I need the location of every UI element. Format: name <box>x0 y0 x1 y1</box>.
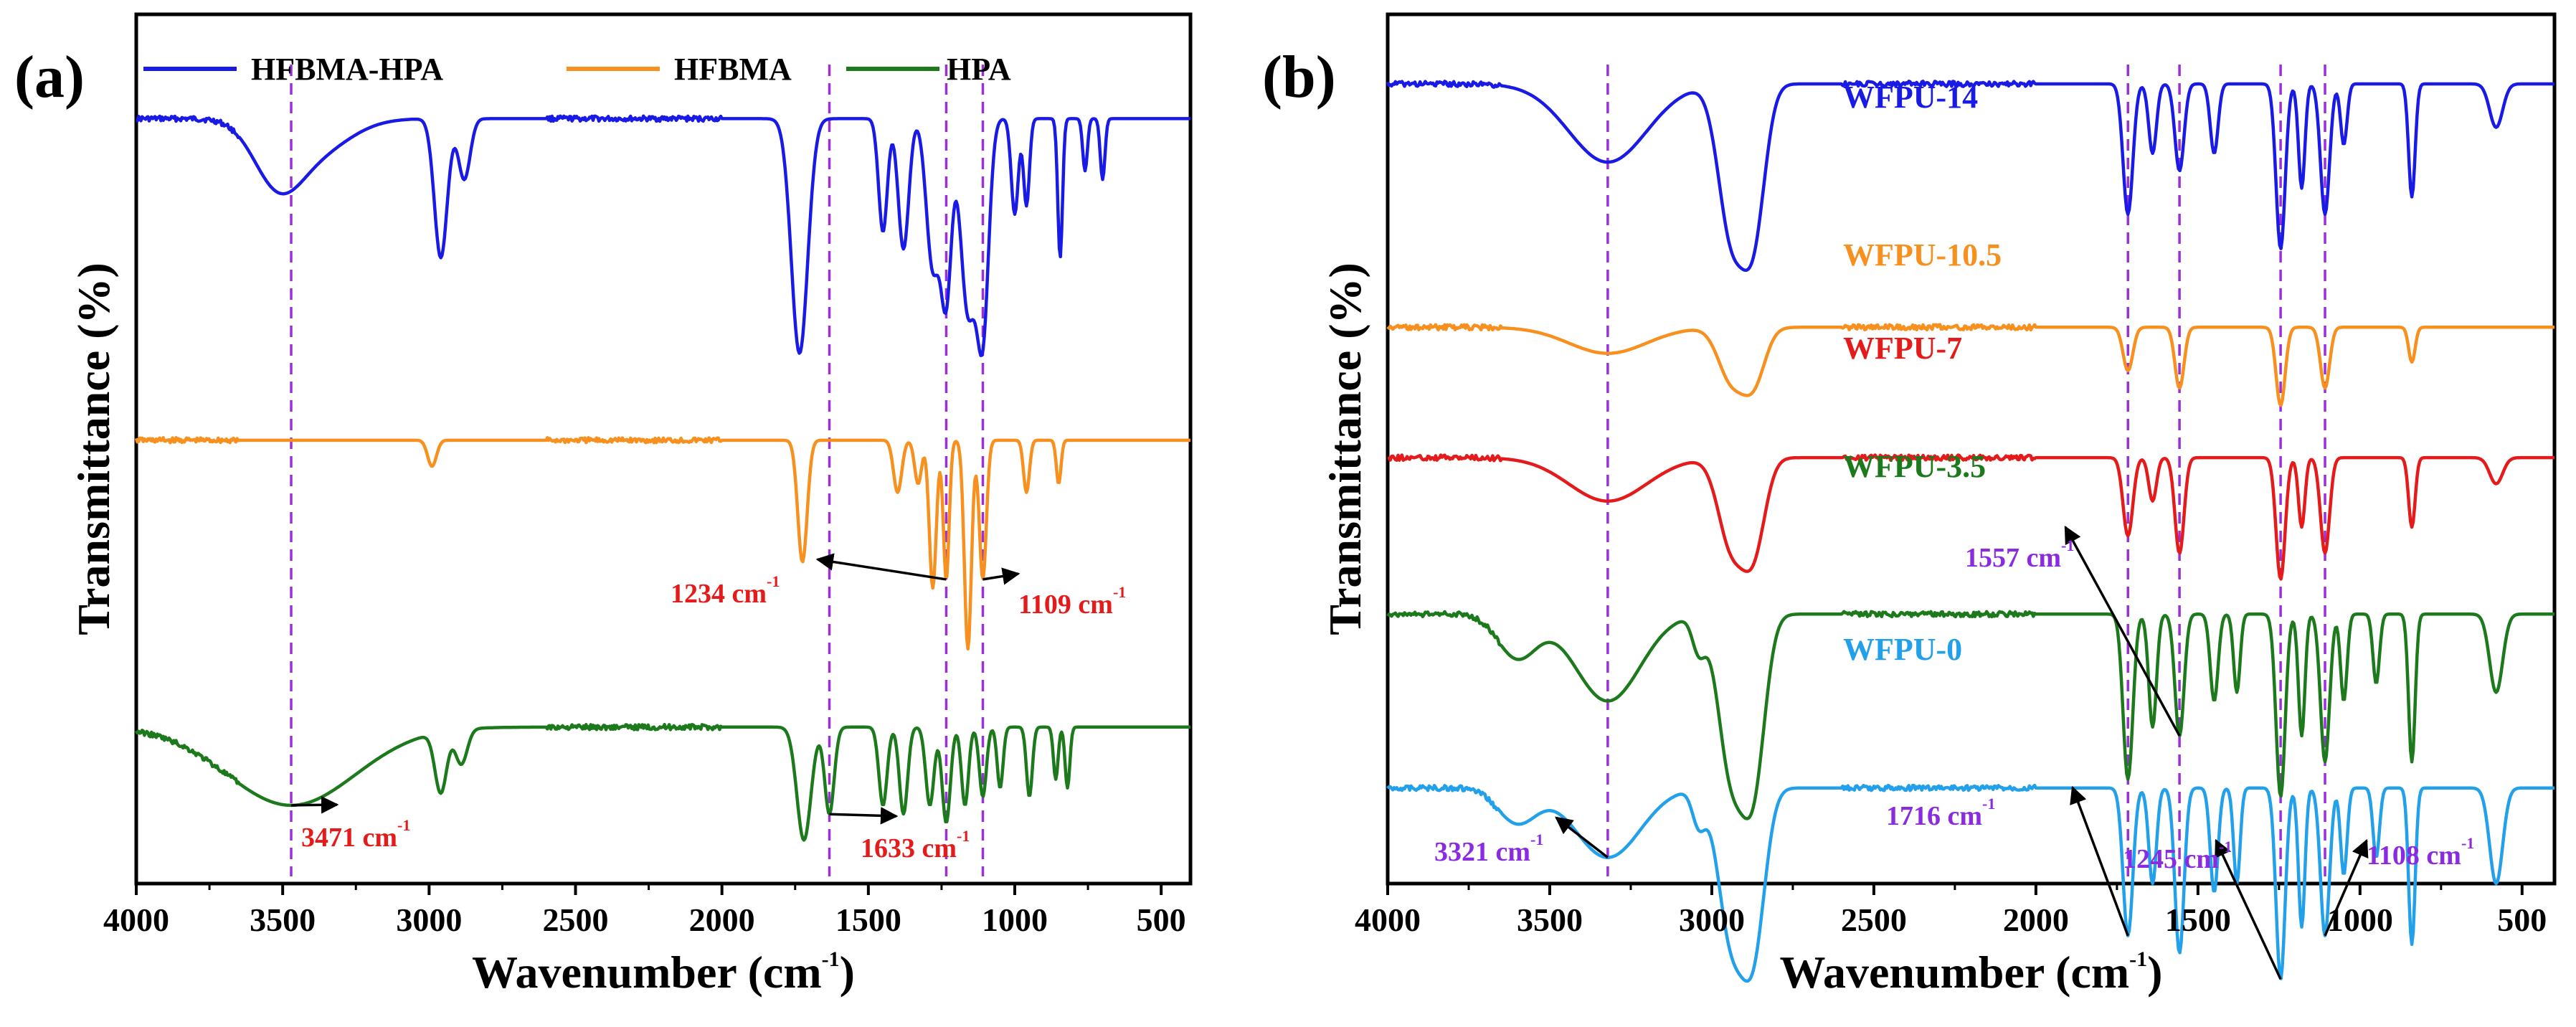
x-tick-label: 3500 <box>1517 901 1583 938</box>
x-tick-label: 1000 <box>2327 901 2393 938</box>
x-tick-label: 3000 <box>1679 901 1745 938</box>
panel-b: (b) WFPU-14 WFPU-10.5 WFPU-7 WFPU-3.5 WFPU-0 3… <box>1262 12 2557 998</box>
annotation-arrow <box>2324 838 2369 937</box>
x-tick-label: 4000 <box>1355 901 1421 938</box>
x-tick-label: 1500 <box>835 901 901 938</box>
series-label: WFPU-0 <box>1843 632 1962 667</box>
x-tick-label: 3000 <box>396 901 462 938</box>
legend-label: HPA <box>947 52 1011 87</box>
annotation-arrow <box>2215 838 2282 980</box>
series-line-hfbma-hpa <box>136 114 1191 357</box>
annotation-arrow <box>2064 525 2181 737</box>
annotation-label: 1108 cm-1 <box>2367 834 2474 871</box>
series-line-wfpu-10-5 <box>1386 323 2555 407</box>
series-label: WFPU-14 <box>1843 80 1978 115</box>
series-label: WFPU-3.5 <box>1843 449 1986 484</box>
annotation-label: 3321 cm-1 <box>1434 830 1543 867</box>
annotation-label: 1633 cm-1 <box>861 827 970 863</box>
annotation-arrow <box>2070 785 2129 937</box>
annotation-label: 3471 cm-1 <box>301 816 410 853</box>
annotation-arrow <box>829 807 899 825</box>
x-axis-title: Wavenumber (cm-1) <box>472 947 855 998</box>
series-line-wfpu-3-5 <box>1386 610 2555 820</box>
x-tick-label: 2500 <box>1841 901 1907 938</box>
x-tick-label: 500 <box>2497 901 2547 938</box>
annotation-arrow <box>815 553 947 581</box>
series-line-wfpu-14 <box>1386 80 2555 273</box>
x-tick-label: 1000 <box>982 901 1048 938</box>
x-tick-label: 1500 <box>2165 901 2231 938</box>
annotation-label: 1234 cm-1 <box>671 572 780 609</box>
y-axis-title: Transmittance (%) <box>1320 262 1370 635</box>
plot-frame <box>134 12 1193 886</box>
series-line-wfpu-7 <box>1387 453 2555 581</box>
annotation-label: 1716 cm-1 <box>1886 795 1995 831</box>
annotation-label: 1109 cm-1 <box>1018 583 1126 620</box>
series-label: WFPU-7 <box>1843 331 1962 366</box>
annotation-label: 1245 cm-1 <box>2123 838 2232 874</box>
x-axis-title: Wavenumber (cm-1) <box>1780 947 2163 998</box>
x-tick-label: 2000 <box>689 901 755 938</box>
panel-label: (a) <box>14 44 85 110</box>
x-tick-label: 4000 <box>103 901 169 938</box>
panel-label: (b) <box>1262 44 1336 110</box>
legend-label: HFBMA <box>674 52 792 87</box>
legend-label: HFBMA-HPA <box>251 52 443 87</box>
annotation-label: 1557 cm-1 <box>1965 536 2074 573</box>
annotation-arrow <box>1555 816 1609 859</box>
x-tick-label: 500 <box>1137 901 1186 938</box>
x-tick-label: 3500 <box>250 901 316 938</box>
x-tick-label: 2000 <box>2003 901 2069 938</box>
series-line-hfbma <box>134 436 1191 651</box>
x-tick-label: 2500 <box>543 901 609 938</box>
series-line-hpa <box>135 722 1191 842</box>
y-axis-title: Transmittance (%) <box>68 262 119 635</box>
annotation-arrow <box>982 567 1021 585</box>
panel-a: (a) HFBMA-HPA HFBMA HPA 3471 cm-1 1633 cm-1 12… <box>14 12 1193 998</box>
series-label: WFPU-10.5 <box>1843 237 2002 273</box>
plot-frame <box>1386 12 2557 886</box>
